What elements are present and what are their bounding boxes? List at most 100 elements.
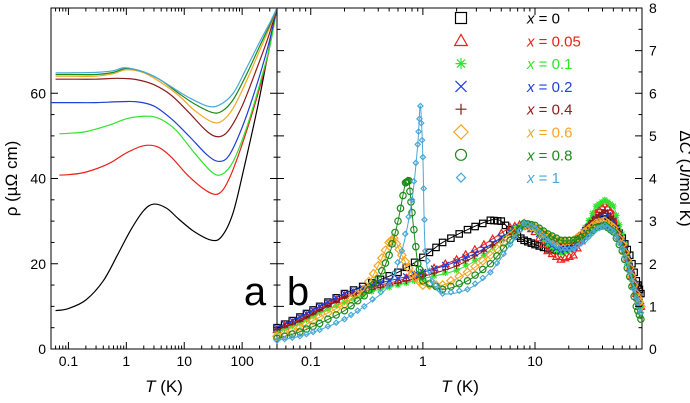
- data-point-marker: [377, 288, 385, 296]
- panel-a-curves: [51, 7, 278, 312]
- data-point-marker: [548, 232, 556, 240]
- data-point-marker: [381, 259, 390, 267]
- data-point-marker: [388, 240, 396, 248]
- panel-a-x-axis-variable: T: [145, 377, 157, 396]
- data-point-marker: [316, 326, 324, 334]
- data-point-marker: [471, 256, 478, 264]
- data-point-marker: [339, 299, 350, 310]
- data-point-marker: [363, 276, 374, 287]
- data-point-marker: [543, 246, 553, 255]
- heat-capacity-series: [273, 102, 645, 344]
- data-point-marker: [365, 286, 373, 294]
- resistivity-curve: [55, 7, 278, 108]
- data-point-marker: [581, 236, 589, 244]
- data-point-marker: [480, 252, 488, 259]
- data-point-marker: [619, 230, 626, 238]
- data-point-marker: [520, 219, 528, 227]
- data-point-marker: [414, 140, 422, 148]
- panel-b-y-tick-label: 1: [649, 298, 657, 314]
- data-point-marker: [347, 311, 355, 319]
- legend-item: x = 0: [454, 11, 560, 28]
- data-point-marker: [604, 198, 611, 206]
- data-point-marker: [553, 247, 560, 254]
- panel-b-y-axis-variable: C: [676, 142, 690, 155]
- data-point-marker: [453, 262, 460, 270]
- data-point-marker: [331, 303, 342, 314]
- panel-b-y-tick-label: 8: [649, 0, 657, 16]
- data-point-marker: [439, 290, 447, 298]
- data-point-marker: [610, 203, 617, 210]
- data-point-marker: [378, 267, 386, 275]
- data-point-marker: [360, 302, 368, 310]
- data-point-marker: [455, 279, 464, 288]
- data-point-marker: [613, 212, 620, 219]
- data-point-marker: [308, 315, 319, 326]
- data-point-marker: [557, 249, 565, 257]
- data-point-marker: [479, 239, 489, 248]
- panel-b-y-tick-label: 3: [649, 213, 657, 229]
- data-point-marker: [462, 267, 473, 278]
- data-point-marker: [415, 128, 423, 136]
- data-point-marker: [463, 225, 472, 234]
- data-point-marker: [623, 261, 631, 268]
- data-point-marker: [403, 263, 414, 274]
- data-point-marker: [524, 221, 532, 229]
- legend-label: x = 0.4: [526, 102, 572, 119]
- legend-marker-icon: [455, 172, 467, 183]
- data-point-marker: [592, 203, 600, 210]
- data-point-marker: [279, 328, 290, 339]
- data-point-marker: [301, 319, 312, 330]
- data-point-marker: [410, 177, 418, 185]
- legend-variable: x: [526, 79, 535, 96]
- data-point-marker: [531, 224, 539, 231]
- data-point-marker: [616, 221, 623, 228]
- data-point-marker: [535, 242, 544, 250]
- data-point-marker: [612, 234, 620, 241]
- data-point-marker: [573, 235, 582, 243]
- data-point-marker: [376, 279, 385, 287]
- data-point-marker: [346, 294, 357, 305]
- data-point-marker: [273, 337, 281, 344]
- data-point-marker: [445, 275, 456, 286]
- data-point-marker: [396, 204, 405, 213]
- legend-value: = 0.8: [535, 147, 573, 164]
- resistivity-curve: [55, 7, 278, 124]
- data-point-marker: [332, 294, 340, 302]
- panel-a-x-tick-label: 1: [122, 353, 130, 369]
- data-point-marker: [486, 259, 495, 268]
- legend-item: x = 0.2: [455, 79, 572, 96]
- data-point-marker: [535, 228, 543, 236]
- panel-a-y-tick-label: 60: [30, 85, 46, 101]
- panel-a-x-tick-label: 100: [230, 353, 254, 369]
- data-point-marker: [288, 334, 296, 342]
- data-point-marker: [324, 315, 332, 323]
- panel-b-y-axis-prefix: Δ: [676, 130, 690, 141]
- data-point-marker: [412, 159, 420, 167]
- data-point-marker: [385, 277, 393, 285]
- legend-item: x = 0.05: [453, 33, 581, 50]
- panel-b-y-tick-label: 4: [649, 171, 657, 187]
- legend-item: x = 1: [455, 170, 560, 187]
- panel-a-y-tick-label: 0: [38, 341, 46, 357]
- data-point-marker: [394, 258, 402, 266]
- data-point-marker: [626, 268, 634, 276]
- resistivity-curve: [55, 7, 278, 114]
- data-point-marker: [489, 242, 496, 249]
- data-point-marker: [438, 238, 447, 247]
- data-point-marker: [438, 285, 447, 294]
- data-point-marker: [419, 273, 427, 280]
- data-point-marker: [540, 236, 547, 243]
- data-point-marker: [601, 196, 609, 204]
- legend-label: x = 0.1: [526, 56, 572, 73]
- data-point-marker: [405, 213, 413, 221]
- data-point-marker: [506, 241, 514, 249]
- data-point-marker: [281, 335, 289, 343]
- legend-item: x = 0.1: [455, 56, 572, 73]
- data-point-marker: [601, 207, 609, 214]
- data-point-marker: [568, 250, 579, 259]
- data-point-marker: [547, 248, 557, 258]
- data-point-marker: [569, 245, 577, 253]
- data-point-marker: [609, 228, 617, 236]
- panel-a-axes: 0.1 1 10 100 0 20 40 60: [30, 8, 278, 369]
